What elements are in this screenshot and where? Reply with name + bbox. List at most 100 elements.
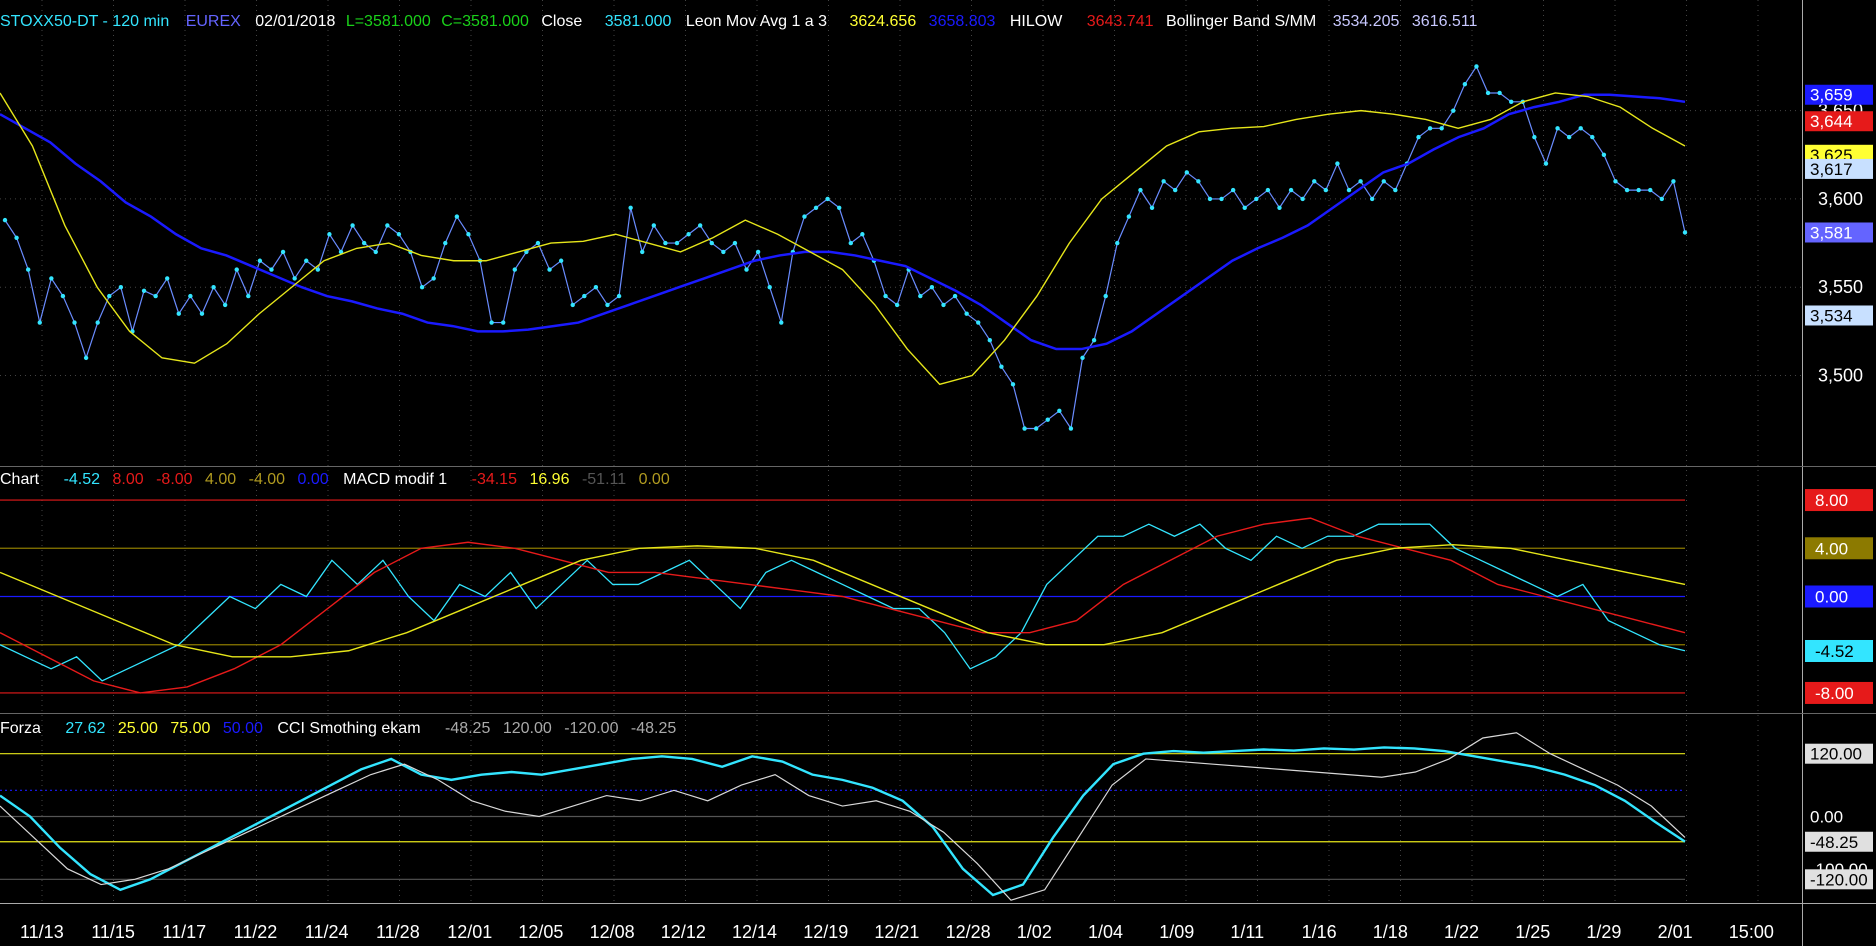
close-point <box>396 232 402 237</box>
close-point <box>1103 293 1108 299</box>
price-badge-label: 3,617 <box>1810 160 1853 179</box>
close-point <box>941 302 946 308</box>
close-point <box>257 258 263 263</box>
macd-v4: 4.00 <box>205 471 236 488</box>
close-point <box>697 223 703 228</box>
close-point <box>535 240 541 246</box>
cci-label-2: CCI Smothing ekam <box>277 720 420 737</box>
cci-v4: 50.00 <box>223 720 263 737</box>
close-point <box>1196 179 1201 184</box>
close-point <box>848 240 853 246</box>
close-point <box>1358 179 1363 184</box>
close-point <box>813 205 819 210</box>
close-point <box>524 249 529 255</box>
close-point <box>83 355 89 361</box>
close-point <box>1254 196 1259 202</box>
close-point <box>860 232 865 237</box>
cci-badge-label: 120.00 <box>1810 745 1862 764</box>
bb-label: Bollinger Band S/MM <box>1166 13 1316 30</box>
close-point <box>1323 187 1329 193</box>
close-point <box>732 240 738 246</box>
series-close-line <box>4 65 1686 431</box>
macd-v2: 8.00 <box>113 471 144 488</box>
x-tick-label: 12/08 <box>590 922 635 942</box>
close-point <box>1022 426 1027 431</box>
close-point <box>894 302 900 308</box>
macd-v7: -34.15 <box>472 471 517 488</box>
close-point <box>176 311 181 316</box>
close-point <box>802 214 807 219</box>
close-point <box>234 267 239 272</box>
close-point <box>686 232 691 237</box>
x-axis-labels: 11/13 11/15 11/17 11/22 11/24 11/28 12/01 12/05… <box>20 922 1774 942</box>
close-point <box>1613 179 1618 184</box>
macd-series-line <box>0 523 1686 682</box>
macd-badge <box>1805 489 1873 512</box>
close-point <box>141 288 147 293</box>
close-point <box>269 267 274 272</box>
close-point <box>373 249 378 255</box>
macd-v9: -51.11 <box>582 471 626 488</box>
close-point <box>605 302 610 308</box>
close-point <box>651 223 657 228</box>
close-point <box>199 311 205 316</box>
macd-badge <box>1805 681 1873 704</box>
close-point <box>582 293 587 299</box>
cci-series-line <box>0 732 1686 901</box>
close-point <box>315 267 321 272</box>
cci-v2: 25.00 <box>118 720 158 737</box>
close-point <box>1485 90 1491 96</box>
x-tick-label: 2/01 <box>1658 922 1693 942</box>
close-point <box>1010 382 1016 387</box>
cci-header: Forza 27.62 25.00 75.00 50.00 CCI Smothi… <box>0 720 676 737</box>
price-panel[interactable] <box>0 64 1688 431</box>
macd-badge-label: 8.00 <box>1815 491 1848 510</box>
price-badge <box>1805 305 1873 326</box>
x-tick-label: 12/12 <box>661 922 706 942</box>
macd-panel[interactable] <box>0 499 1686 694</box>
cci-v1: 27.62 <box>65 720 105 737</box>
close-point <box>37 320 42 325</box>
macd-v1: -4.52 <box>64 471 101 488</box>
x-tick-label: 1/04 <box>1088 922 1123 942</box>
series-yellow-average <box>0 92 1686 386</box>
close-point <box>188 293 193 299</box>
bb-value-1: 3534.205 <box>1333 13 1400 30</box>
hilow-value: 3643.741 <box>1087 13 1154 30</box>
close-point <box>304 258 309 263</box>
cci-v8: -48.25 <box>631 720 676 737</box>
close-point <box>222 302 228 308</box>
x-tick-label: 11/28 <box>376 922 420 942</box>
close-point <box>60 293 66 299</box>
close-point <box>431 276 436 281</box>
close-point <box>570 302 575 308</box>
x-axis-border <box>0 903 1876 904</box>
cci-badge-label: 0.00 <box>1810 808 1843 827</box>
x-tick-label: 11/13 <box>20 922 64 942</box>
close-point <box>1057 408 1062 414</box>
cci-series-line <box>0 746 1686 897</box>
grid-lines <box>0 0 1802 903</box>
x-tick-label: 1/11 <box>1230 922 1264 942</box>
close-label: Close <box>541 13 582 30</box>
right-price-scale: 3,5003,5503,6003,6503,6593,6443,6253,617… <box>1805 84 1873 890</box>
close-point <box>721 249 726 255</box>
close-point <box>14 235 19 240</box>
macd-badge-label: -8.00 <box>1815 684 1854 703</box>
close-point <box>338 249 344 255</box>
close-point <box>1161 179 1166 184</box>
close-point <box>593 285 599 290</box>
close-point <box>1138 187 1143 193</box>
close-point <box>547 267 552 272</box>
x-tick-label: 11/17 <box>162 922 206 942</box>
close-point <box>419 285 425 290</box>
close-point <box>1659 196 1665 202</box>
close-point <box>1451 108 1456 113</box>
close-point <box>1555 126 1560 131</box>
close-point <box>1369 196 1375 202</box>
cci-panel[interactable] <box>0 732 1686 901</box>
close-point <box>501 320 506 325</box>
macd-v8: 16.96 <box>529 471 569 488</box>
close-point <box>767 285 772 290</box>
close-point <box>211 285 216 290</box>
